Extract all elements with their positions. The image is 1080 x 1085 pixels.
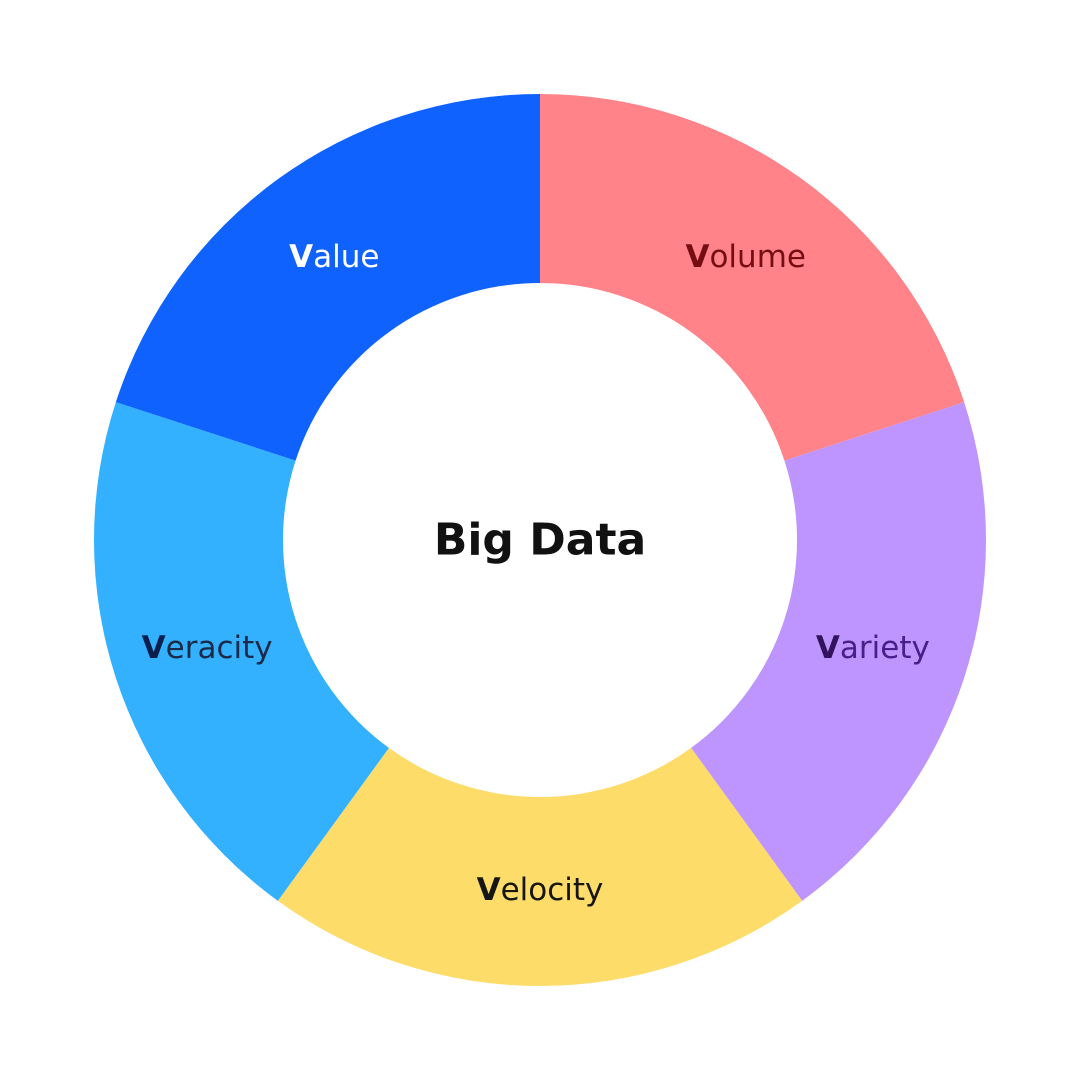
segment-value: [115, 94, 540, 461]
label-volume-rest: olume: [709, 239, 806, 275]
segment-variety: [691, 402, 986, 901]
label-velocity-initial: V: [477, 872, 501, 908]
segments-layer: [93, 94, 986, 987]
label-veracity-rest: eracity: [166, 630, 273, 666]
label-volume-initial: V: [685, 239, 709, 275]
label-value-rest: alue: [313, 239, 379, 275]
segment-volume: [540, 94, 965, 461]
label-velocity-rest: elocity: [501, 872, 604, 908]
label-variety-rest: ariety: [840, 630, 930, 666]
segment-velocity: [277, 747, 803, 987]
label-volume: Volume: [685, 239, 806, 275]
label-variety-initial: V: [816, 630, 840, 666]
label-veracity: Veracity: [142, 630, 273, 666]
label-value-initial: V: [289, 239, 313, 275]
label-veracity-initial: V: [142, 630, 166, 666]
label-variety: Variety: [816, 630, 930, 666]
label-value: Value: [289, 239, 379, 275]
label-velocity: Velocity: [477, 872, 604, 908]
center-title: Big Data: [434, 515, 646, 566]
segment-veracity: [93, 402, 389, 901]
